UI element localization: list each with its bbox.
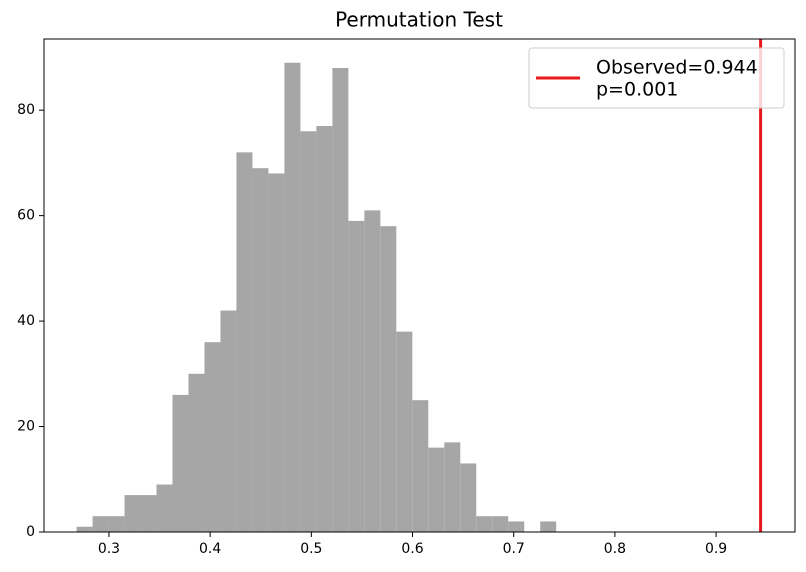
bar (220, 310, 237, 532)
bar (124, 495, 141, 532)
bar (364, 210, 381, 532)
bar (380, 226, 397, 532)
x-tick-label: 0.8 (604, 541, 626, 557)
chart-title: Permutation Test (335, 8, 503, 32)
x-tick-label: 0.9 (705, 541, 727, 557)
bar (396, 331, 413, 532)
y-tick-label: 80 (17, 102, 35, 118)
bar (348, 220, 365, 532)
y-tick-label: 20 (17, 419, 35, 435)
bar (188, 373, 205, 532)
bar (540, 521, 557, 532)
bar (108, 516, 125, 532)
bar (252, 168, 269, 532)
bar (268, 173, 285, 533)
bar (140, 495, 157, 532)
legend-box (528, 47, 785, 109)
axes-frame (43, 38, 796, 533)
bar (284, 62, 301, 533)
bar (332, 68, 349, 532)
bar (236, 152, 253, 532)
x-tick-label: 0.5 (300, 541, 322, 557)
bar (300, 131, 317, 533)
y-tick-label: 40 (17, 313, 35, 329)
bar (316, 126, 333, 532)
bar (444, 442, 461, 532)
bar (92, 516, 109, 532)
y-tick-label: 60 (17, 208, 35, 224)
legend-label: p=0.001 (596, 79, 678, 101)
bar (76, 526, 93, 532)
bar (412, 400, 429, 532)
x-tick-label: 0.4 (199, 541, 221, 557)
bar (156, 484, 173, 532)
bar (476, 516, 493, 532)
bar (492, 516, 509, 532)
bar (172, 394, 189, 532)
bar (204, 342, 221, 532)
legend-label: Observed=0.944 (596, 57, 758, 79)
x-tick-label: 0.7 (503, 541, 525, 557)
x-tick-label: 0.6 (401, 541, 423, 557)
bar (428, 447, 445, 532)
x-tick-label: 0.3 (98, 541, 120, 557)
bar (508, 521, 525, 532)
bar (460, 463, 477, 532)
y-tick-label: 0 (26, 524, 35, 540)
